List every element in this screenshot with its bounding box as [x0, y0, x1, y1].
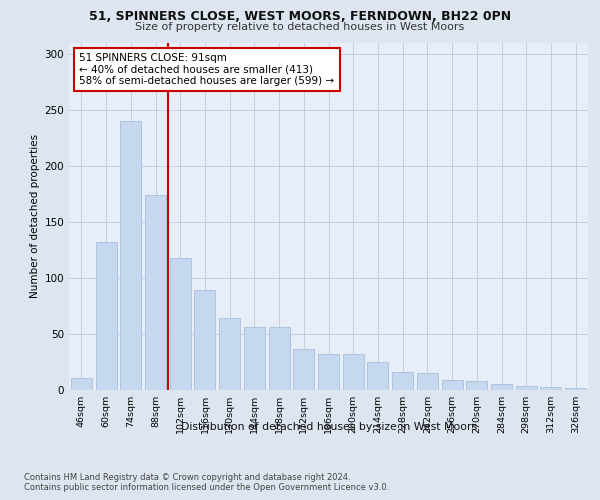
- Text: Distribution of detached houses by size in West Moors: Distribution of detached houses by size …: [181, 422, 477, 432]
- Bar: [343, 354, 364, 390]
- Bar: [120, 121, 141, 390]
- Bar: [170, 258, 191, 390]
- Text: 51, SPINNERS CLOSE, WEST MOORS, FERNDOWN, BH22 0PN: 51, SPINNERS CLOSE, WEST MOORS, FERNDOWN…: [89, 10, 511, 23]
- Bar: [244, 327, 265, 390]
- Bar: [541, 386, 562, 390]
- Bar: [95, 242, 116, 390]
- Bar: [145, 195, 166, 390]
- Bar: [491, 384, 512, 390]
- Text: Size of property relative to detached houses in West Moors: Size of property relative to detached ho…: [136, 22, 464, 32]
- Bar: [442, 380, 463, 390]
- Bar: [219, 318, 240, 390]
- Bar: [71, 378, 92, 390]
- Text: Contains HM Land Registry data © Crown copyright and database right 2024.: Contains HM Land Registry data © Crown c…: [24, 472, 350, 482]
- Bar: [466, 381, 487, 390]
- Text: 51 SPINNERS CLOSE: 91sqm
← 40% of detached houses are smaller (413)
58% of semi-: 51 SPINNERS CLOSE: 91sqm ← 40% of detach…: [79, 53, 335, 86]
- Bar: [293, 348, 314, 390]
- Text: Contains public sector information licensed under the Open Government Licence v3: Contains public sector information licen…: [24, 484, 389, 492]
- Bar: [392, 372, 413, 390]
- Bar: [516, 386, 537, 390]
- Y-axis label: Number of detached properties: Number of detached properties: [30, 134, 40, 298]
- Bar: [269, 327, 290, 390]
- Bar: [367, 362, 388, 390]
- Bar: [194, 290, 215, 390]
- Bar: [417, 373, 438, 390]
- Bar: [318, 354, 339, 390]
- Bar: [565, 388, 586, 390]
